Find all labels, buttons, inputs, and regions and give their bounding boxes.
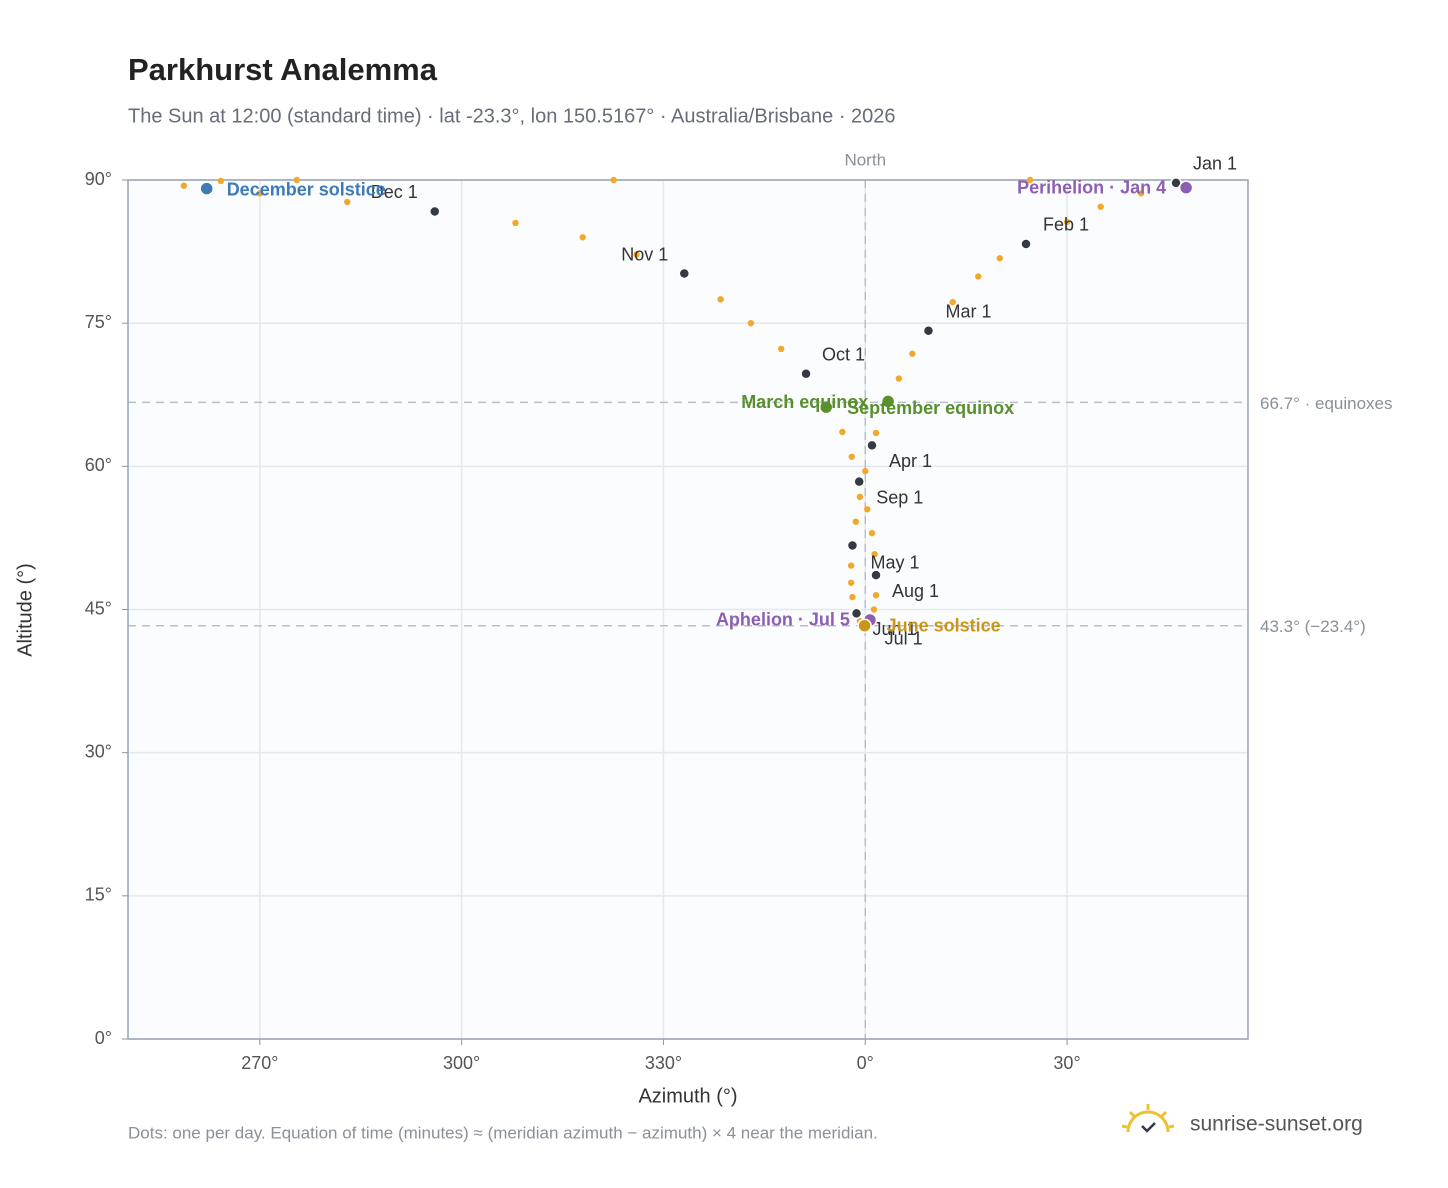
month-label: Aug 1: [892, 581, 939, 601]
daily-dot: [856, 493, 864, 501]
month-label: Oct 1: [822, 345, 865, 365]
north-label: North: [844, 150, 886, 169]
daily-dot: [217, 177, 225, 185]
daily-dot: [862, 467, 869, 475]
month-marker: [853, 475, 865, 488]
x-tick-label: 330°: [645, 1053, 682, 1073]
daily-dot: [848, 453, 855, 460]
daily-dot: [717, 296, 724, 303]
y-tick-label: 90°: [85, 169, 112, 189]
daily-dot: [849, 593, 856, 601]
daily-dot: [847, 579, 855, 586]
y-axis-label: Altitude (°): [14, 563, 36, 657]
event-label: December solstice: [227, 179, 386, 199]
daily-dot: [864, 506, 871, 513]
chart-title: Parkhurst Analemma: [128, 52, 438, 87]
month-marker: [1020, 238, 1032, 250]
y-tick-label: 0°: [95, 1028, 112, 1048]
x-tick-label: 300°: [443, 1053, 480, 1073]
daily-dot: [512, 219, 519, 227]
daily-dot: [1063, 218, 1071, 226]
event-marker: [857, 618, 872, 633]
month-label: Jan 1: [1193, 154, 1237, 174]
daily-dot: [180, 182, 188, 189]
daily-dot: [1026, 176, 1034, 184]
month-label: Jul 1: [885, 628, 923, 648]
event-label: September equinox: [847, 398, 1014, 418]
daily-dot: [344, 198, 351, 206]
daily-dot: [868, 529, 876, 537]
y-tick-label: 45°: [85, 598, 112, 618]
daily-dot: [909, 350, 916, 357]
daily-dot: [847, 562, 855, 569]
brand-name: sunrise-sunset.org: [1190, 1113, 1363, 1136]
event-label: Perihelion · Jan 4: [1017, 177, 1166, 197]
footnote: Dots: one per day. Equation of time (min…: [128, 1123, 878, 1142]
daily-dot: [747, 319, 755, 327]
month-label: Sep 1: [876, 487, 923, 507]
brand-logo: [1121, 1104, 1175, 1133]
daily-dot: [1137, 190, 1145, 197]
x-tick-label: 0°: [857, 1053, 874, 1073]
y-tick-label: 15°: [85, 885, 112, 905]
month-marker: [850, 607, 863, 620]
event-label: March equinox: [741, 392, 868, 412]
x-tick-label: 30°: [1053, 1053, 1080, 1073]
y-tick-label: 30°: [85, 741, 112, 761]
x-tick-label: 270°: [241, 1053, 278, 1073]
daily-dot: [870, 606, 878, 613]
daily-dot: [895, 375, 903, 382]
daily-dot: [872, 429, 880, 437]
daily-dot: [872, 591, 880, 599]
month-label: May 1: [870, 552, 919, 572]
month-label: Jun 1: [873, 619, 917, 639]
event-label: Aphelion · Jul 5: [716, 610, 850, 630]
plot-frame: [127, 179, 1249, 1040]
event-label: June solstice: [887, 615, 1001, 635]
month-label: Nov 1: [621, 244, 668, 264]
reference-label: 66.7° · equinoxes: [1260, 394, 1393, 413]
month-marker: [428, 205, 441, 218]
daily-dot: [871, 550, 878, 558]
event-marker: [199, 181, 214, 196]
month-marker: [800, 368, 812, 380]
daily-dot: [839, 428, 846, 436]
event-marker: [1178, 180, 1194, 195]
daily-dot: [1097, 203, 1104, 210]
month-marker: [678, 267, 691, 280]
daily-dot: [975, 273, 982, 280]
x-axis-label: Azimuth (°): [638, 1085, 737, 1107]
y-tick-label: 75°: [85, 312, 112, 332]
month-label: Dec 1: [371, 182, 418, 202]
event-marker: [880, 394, 896, 409]
daily-dot: [777, 345, 785, 353]
month-marker: [870, 569, 882, 581]
chart-subtitle: The Sun at 12:00 (standard time) · lat -…: [128, 105, 896, 127]
month-marker: [922, 325, 935, 337]
daily-dot: [852, 518, 860, 525]
daily-dot: [996, 255, 1003, 262]
daily-dot: [949, 298, 956, 306]
daily-dot: [256, 190, 264, 197]
y-tick-label: 60°: [85, 455, 112, 475]
daily-dot: [579, 234, 586, 241]
month-label: Feb 1: [1043, 215, 1089, 235]
daily-dot: [293, 176, 301, 184]
daily-dot: [633, 251, 640, 258]
event-marker: [818, 399, 834, 415]
daily-dot: [610, 176, 617, 184]
month-label: Mar 1: [945, 302, 991, 322]
reference-label: 43.3° (−23.4°): [1260, 617, 1366, 636]
month-marker: [846, 539, 859, 552]
month-label: Apr 1: [889, 451, 932, 471]
month-marker: [866, 439, 878, 452]
